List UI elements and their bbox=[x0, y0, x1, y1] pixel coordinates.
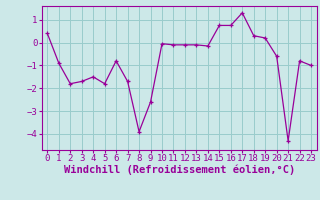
X-axis label: Windchill (Refroidissement éolien,°C): Windchill (Refroidissement éolien,°C) bbox=[64, 165, 295, 175]
